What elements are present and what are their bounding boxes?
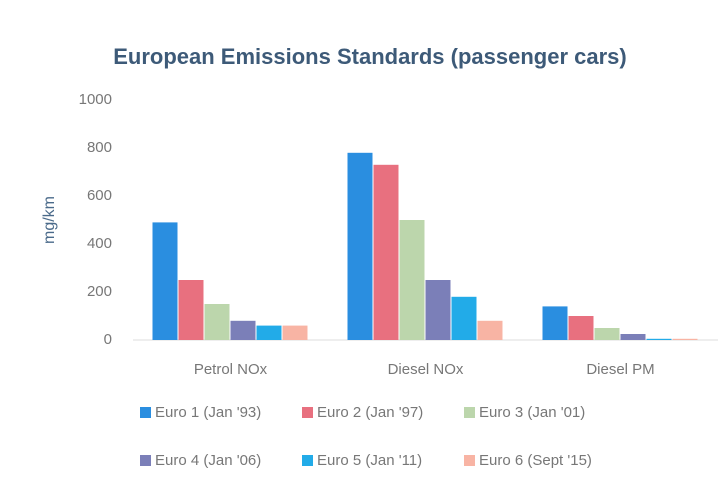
y-tick-label: 400 — [87, 235, 112, 252]
legend-label: Euro 2 (Jan '97) — [317, 404, 423, 421]
bar — [282, 325, 308, 340]
bar — [373, 164, 399, 340]
y-tick-label: 800 — [87, 139, 112, 156]
y-tick-label: 0 — [104, 331, 112, 348]
x-tick-label: Petrol NOx — [194, 361, 268, 378]
legend-swatch — [140, 407, 151, 418]
legend-swatch — [302, 455, 313, 466]
x-tick-label: Diesel PM — [586, 361, 654, 378]
legend-swatch — [302, 407, 313, 418]
legend-swatch — [464, 407, 475, 418]
chart-title: European Emissions Standards (passenger … — [113, 44, 627, 69]
legend-label: Euro 5 (Jan '11) — [317, 452, 422, 469]
legend-label: Euro 3 (Jan '01) — [479, 404, 585, 421]
legend-label: Euro 4 (Jan '06) — [155, 452, 261, 469]
bar — [594, 328, 620, 340]
bar — [152, 222, 178, 340]
legend-swatch — [464, 455, 475, 466]
y-axis-label: mg/km — [41, 196, 58, 244]
bar — [542, 306, 568, 340]
legend-label: Euro 1 (Jan '93) — [155, 404, 261, 421]
y-tick-label: 200 — [87, 283, 112, 300]
bar — [256, 325, 282, 340]
x-tick-label: Diesel NOx — [388, 361, 464, 378]
bar — [204, 304, 230, 340]
bar — [672, 338, 698, 340]
legend-label: Euro 6 (Sept '15) — [479, 452, 592, 469]
y-tick-label: 1000 — [79, 91, 112, 108]
bar — [568, 316, 594, 340]
bar — [477, 320, 503, 340]
bar — [178, 280, 204, 340]
bar — [230, 320, 256, 340]
legend-swatch — [140, 455, 151, 466]
bar — [646, 338, 672, 340]
bar — [620, 334, 646, 340]
bar — [399, 220, 425, 340]
y-tick-label: 600 — [87, 187, 112, 204]
bar — [425, 280, 451, 340]
bar — [451, 296, 477, 340]
bar — [347, 152, 373, 340]
